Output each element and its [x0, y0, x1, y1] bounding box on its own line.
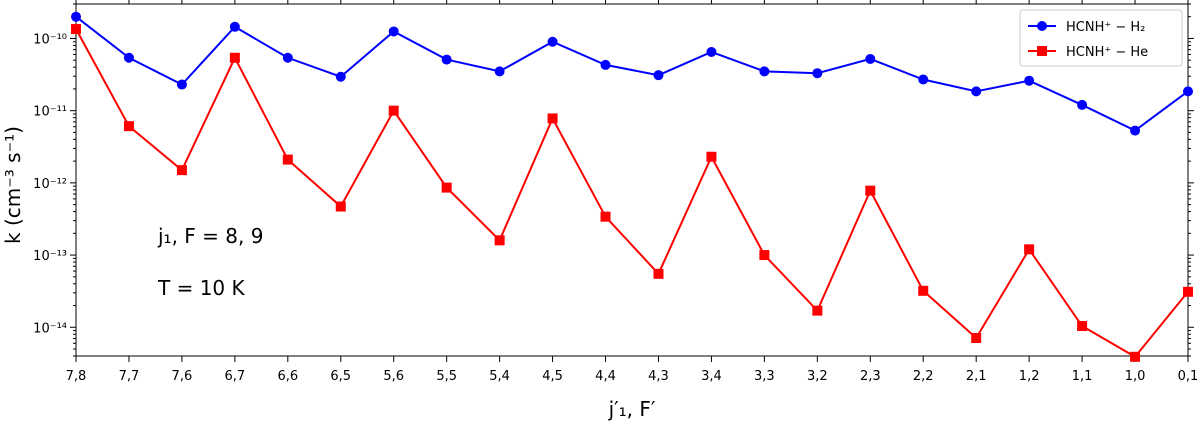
legend: HCNH⁺ − H₂ HCNH⁺ − He [1019, 9, 1183, 67]
x-tick-label: 3,4 [701, 369, 722, 384]
data-point [600, 59, 611, 70]
annotations: j₁, F = 8, 9 T = 10 K [157, 224, 263, 300]
y-tick-label: 10⁻¹⁰ [33, 32, 67, 47]
x-axis: 7,8 7,7 7,6 6,7 6,6 6,5 5,6 5,5 5,4 4,5 4,4 4,3 3,4 3… [66, 0, 1199, 384]
data-point [1077, 321, 1088, 332]
x-tick-label: 0,1 [1178, 369, 1199, 384]
data-point [71, 24, 81, 35]
data-point [388, 105, 399, 116]
y-tick-label: 10⁻¹¹ [33, 105, 67, 120]
x-tick-label: 6,7 [225, 369, 246, 384]
data-point [918, 74, 929, 85]
y-axis-label: k (cm⁻³ s⁻¹) [1, 126, 25, 244]
data-point [706, 151, 717, 162]
data-point [1183, 86, 1193, 97]
y-axis: 10⁻¹⁰ 10⁻¹¹ 10⁻¹² 10⁻¹³ 10⁻¹⁴ [33, 3, 1194, 357]
series-1 [71, 24, 1193, 362]
data-point [1077, 99, 1088, 110]
x-tick-label: 6,6 [277, 369, 298, 384]
legend-label: HCNH⁺ − He [1066, 45, 1148, 60]
legend-entry: HCNH⁺ − He [1028, 45, 1148, 60]
x-tick-label: 3,3 [754, 369, 775, 384]
data-point [600, 211, 611, 222]
series-line [75, 28, 1189, 359]
data-point [494, 66, 505, 77]
x-tick-label: 6,5 [330, 369, 351, 384]
x-tick-label: 5,5 [436, 369, 457, 384]
data-point [971, 86, 982, 97]
x-tick-label: 4,5 [542, 369, 563, 384]
data-point [865, 53, 876, 64]
data-point [71, 11, 81, 22]
x-tick-label: 2,3 [860, 369, 881, 384]
x-tick-label: 5,6 [383, 369, 404, 384]
plot-area [75, 3, 1189, 357]
data-point [653, 268, 664, 279]
data-point [494, 235, 505, 246]
legend-label: HCNH⁺ − H₂ [1066, 20, 1145, 35]
data-point [547, 36, 558, 47]
y-tick-label: 10⁻¹³ [33, 249, 67, 264]
data-point [1130, 351, 1141, 362]
data-point [1024, 244, 1035, 255]
x-tick-label: 1,1 [1072, 369, 1093, 384]
legend-entry: HCNH⁺ − H₂ [1028, 20, 1145, 35]
x-tick-label: 2,2 [913, 369, 934, 384]
data-point [547, 113, 558, 124]
data-point [282, 154, 293, 165]
y-tick-label: 10⁻¹² [33, 177, 67, 192]
data-point [388, 26, 399, 37]
legend-marker [1037, 46, 1047, 56]
data-point [706, 46, 717, 57]
series-layer [71, 11, 1193, 362]
legend-box [1019, 9, 1183, 67]
x-tick-label: 3,2 [807, 369, 828, 384]
data-point [865, 185, 876, 196]
y-tick-label: 10⁻¹⁴ [33, 321, 67, 336]
data-point [441, 182, 452, 193]
data-point [971, 333, 982, 344]
data-point [918, 285, 929, 296]
x-tick-label: 4,3 [648, 369, 669, 384]
data-point [123, 52, 134, 63]
data-point [335, 201, 346, 212]
data-point [176, 165, 187, 176]
series-line [75, 15, 1189, 132]
data-point [812, 68, 823, 79]
data-point [282, 52, 293, 63]
x-tick-label: 2,1 [966, 369, 987, 384]
data-point [229, 52, 240, 63]
data-point [176, 79, 187, 90]
annotation-transition: j₁, F = 8, 9 [157, 224, 263, 248]
x-tick-label: 5,4 [489, 369, 510, 384]
x-tick-label: 1,0 [1125, 369, 1146, 384]
annotation-temperature: T = 10 K [157, 276, 245, 300]
data-point [441, 54, 452, 65]
data-point [1183, 286, 1193, 297]
x-tick-label: 7,8 [66, 369, 87, 384]
data-point [812, 305, 823, 316]
data-point [335, 71, 346, 82]
data-point [1130, 125, 1141, 136]
data-point [1024, 75, 1035, 86]
x-tick-label: 7,7 [119, 369, 140, 384]
series-0 [71, 11, 1193, 136]
x-tick-label: 7,6 [172, 369, 193, 384]
plot-border [75, 3, 1189, 357]
x-axis-label: j′₁, F′ [608, 397, 656, 421]
legend-marker [1037, 21, 1047, 31]
x-tick-label: 1,2 [1019, 369, 1040, 384]
data-point [123, 121, 134, 132]
data-point [653, 70, 664, 81]
x-tick-label: 4,4 [595, 369, 616, 384]
data-point [229, 21, 240, 32]
data-point [759, 66, 770, 77]
data-point [759, 250, 770, 261]
